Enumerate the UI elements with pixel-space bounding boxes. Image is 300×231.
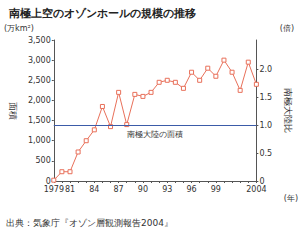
svg-text:0: 0 <box>45 176 51 186</box>
svg-text:面積: 面積 <box>8 102 18 120</box>
svg-text:1.5: 1.5 <box>259 93 272 102</box>
svg-text:2,500: 2,500 <box>28 76 51 85</box>
svg-text:1979: 1979 <box>44 185 64 194</box>
svg-text:出典：気象庁『オゾン層観測報告2004』: 出典：気象庁『オゾン層観測報告2004』 <box>6 218 173 228</box>
svg-text:1.0: 1.0 <box>259 121 272 130</box>
svg-text:2004: 2004 <box>246 185 266 194</box>
svg-text:3,000: 3,000 <box>28 56 51 65</box>
svg-text:1,500: 1,500 <box>28 116 51 125</box>
svg-text:(倍): (倍) <box>280 24 294 33</box>
svg-text:南極大陸の面積: 南極大陸の面積 <box>127 130 183 139</box>
svg-text:3,500: 3,500 <box>28 36 51 45</box>
svg-text:87: 87 <box>114 185 124 194</box>
svg-text:南極大陸比: 南極大陸比 <box>283 88 293 133</box>
svg-text:96: 96 <box>186 185 196 194</box>
svg-text:(万km²): (万km²) <box>4 24 34 33</box>
svg-text:1,000: 1,000 <box>28 136 51 145</box>
svg-text:99: 99 <box>211 185 221 194</box>
svg-text:(年): (年) <box>284 194 298 203</box>
svg-text:2.0: 2.0 <box>259 65 272 74</box>
svg-text:90: 90 <box>138 185 148 194</box>
svg-text:84: 84 <box>89 185 99 194</box>
svg-text:0: 0 <box>259 176 265 186</box>
svg-text:2,000: 2,000 <box>28 96 51 105</box>
svg-text:93: 93 <box>162 185 172 194</box>
svg-text:0.5: 0.5 <box>259 149 272 158</box>
svg-text:500: 500 <box>36 156 51 165</box>
svg-text:南極上空のオゾンホールの規模の推移: 南極上空のオゾンホールの規模の推移 <box>8 7 196 20</box>
svg-text:81: 81 <box>65 185 75 194</box>
